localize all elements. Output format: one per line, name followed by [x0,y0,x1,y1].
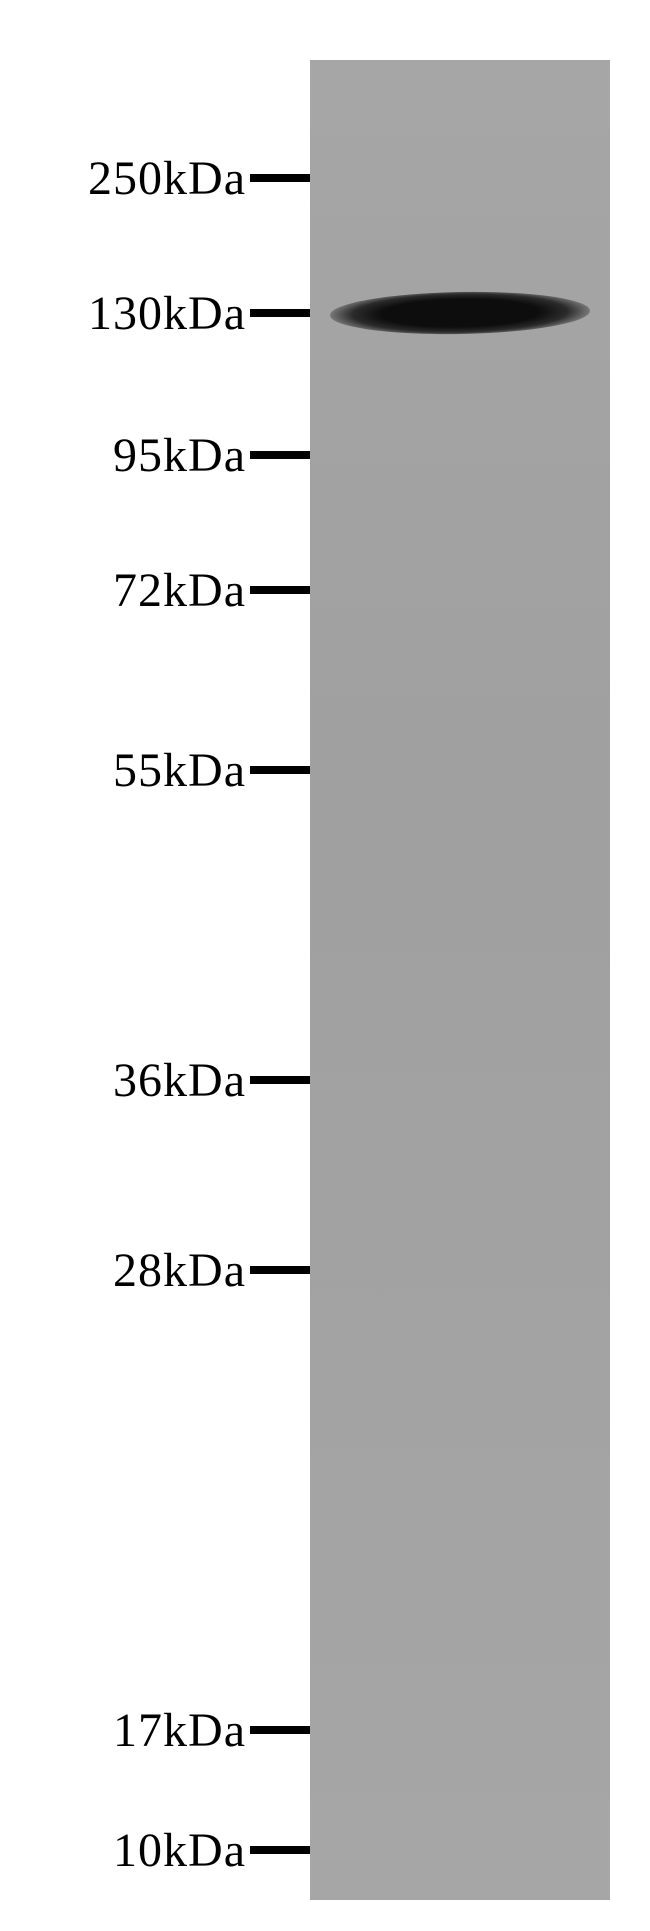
marker-row-250kDa: 250kDa [6,154,310,202]
marker-label: 36kDa [6,1053,246,1108]
marker-tick [250,1726,310,1734]
marker-label: 95kDa [6,428,246,483]
marker-label: 28kDa [6,1243,246,1298]
marker-row-10kDa: 10kDa [6,1826,310,1874]
marker-tick [250,1846,310,1854]
marker-label: 250kDa [6,151,246,206]
marker-tick [250,174,310,182]
marker-row-17kDa: 17kDa [6,1706,310,1754]
marker-row-95kDa: 95kDa [6,431,310,479]
western-blot-figure: 250kDa 130kDa 95kDa 72kDa 55kDa 36kDa 28kDa 17k… [0,0,650,1931]
marker-tick [250,309,310,317]
marker-tick [250,1266,310,1274]
marker-label: 130kDa [6,286,246,341]
marker-label: 72kDa [6,563,246,618]
marker-row-36kDa: 36kDa [6,1056,310,1104]
blot-lane [310,60,610,1900]
marker-tick [250,766,310,774]
marker-row-72kDa: 72kDa [6,566,310,614]
marker-label: 10kDa [6,1823,246,1878]
marker-row-130kDa: 130kDa [6,289,310,337]
marker-label: 17kDa [6,1703,246,1758]
marker-tick [250,1076,310,1084]
marker-tick [250,451,310,459]
marker-row-55kDa: 55kDa [6,746,310,794]
marker-tick [250,586,310,594]
marker-row-28kDa: 28kDa [6,1246,310,1294]
marker-label: 55kDa [6,743,246,798]
